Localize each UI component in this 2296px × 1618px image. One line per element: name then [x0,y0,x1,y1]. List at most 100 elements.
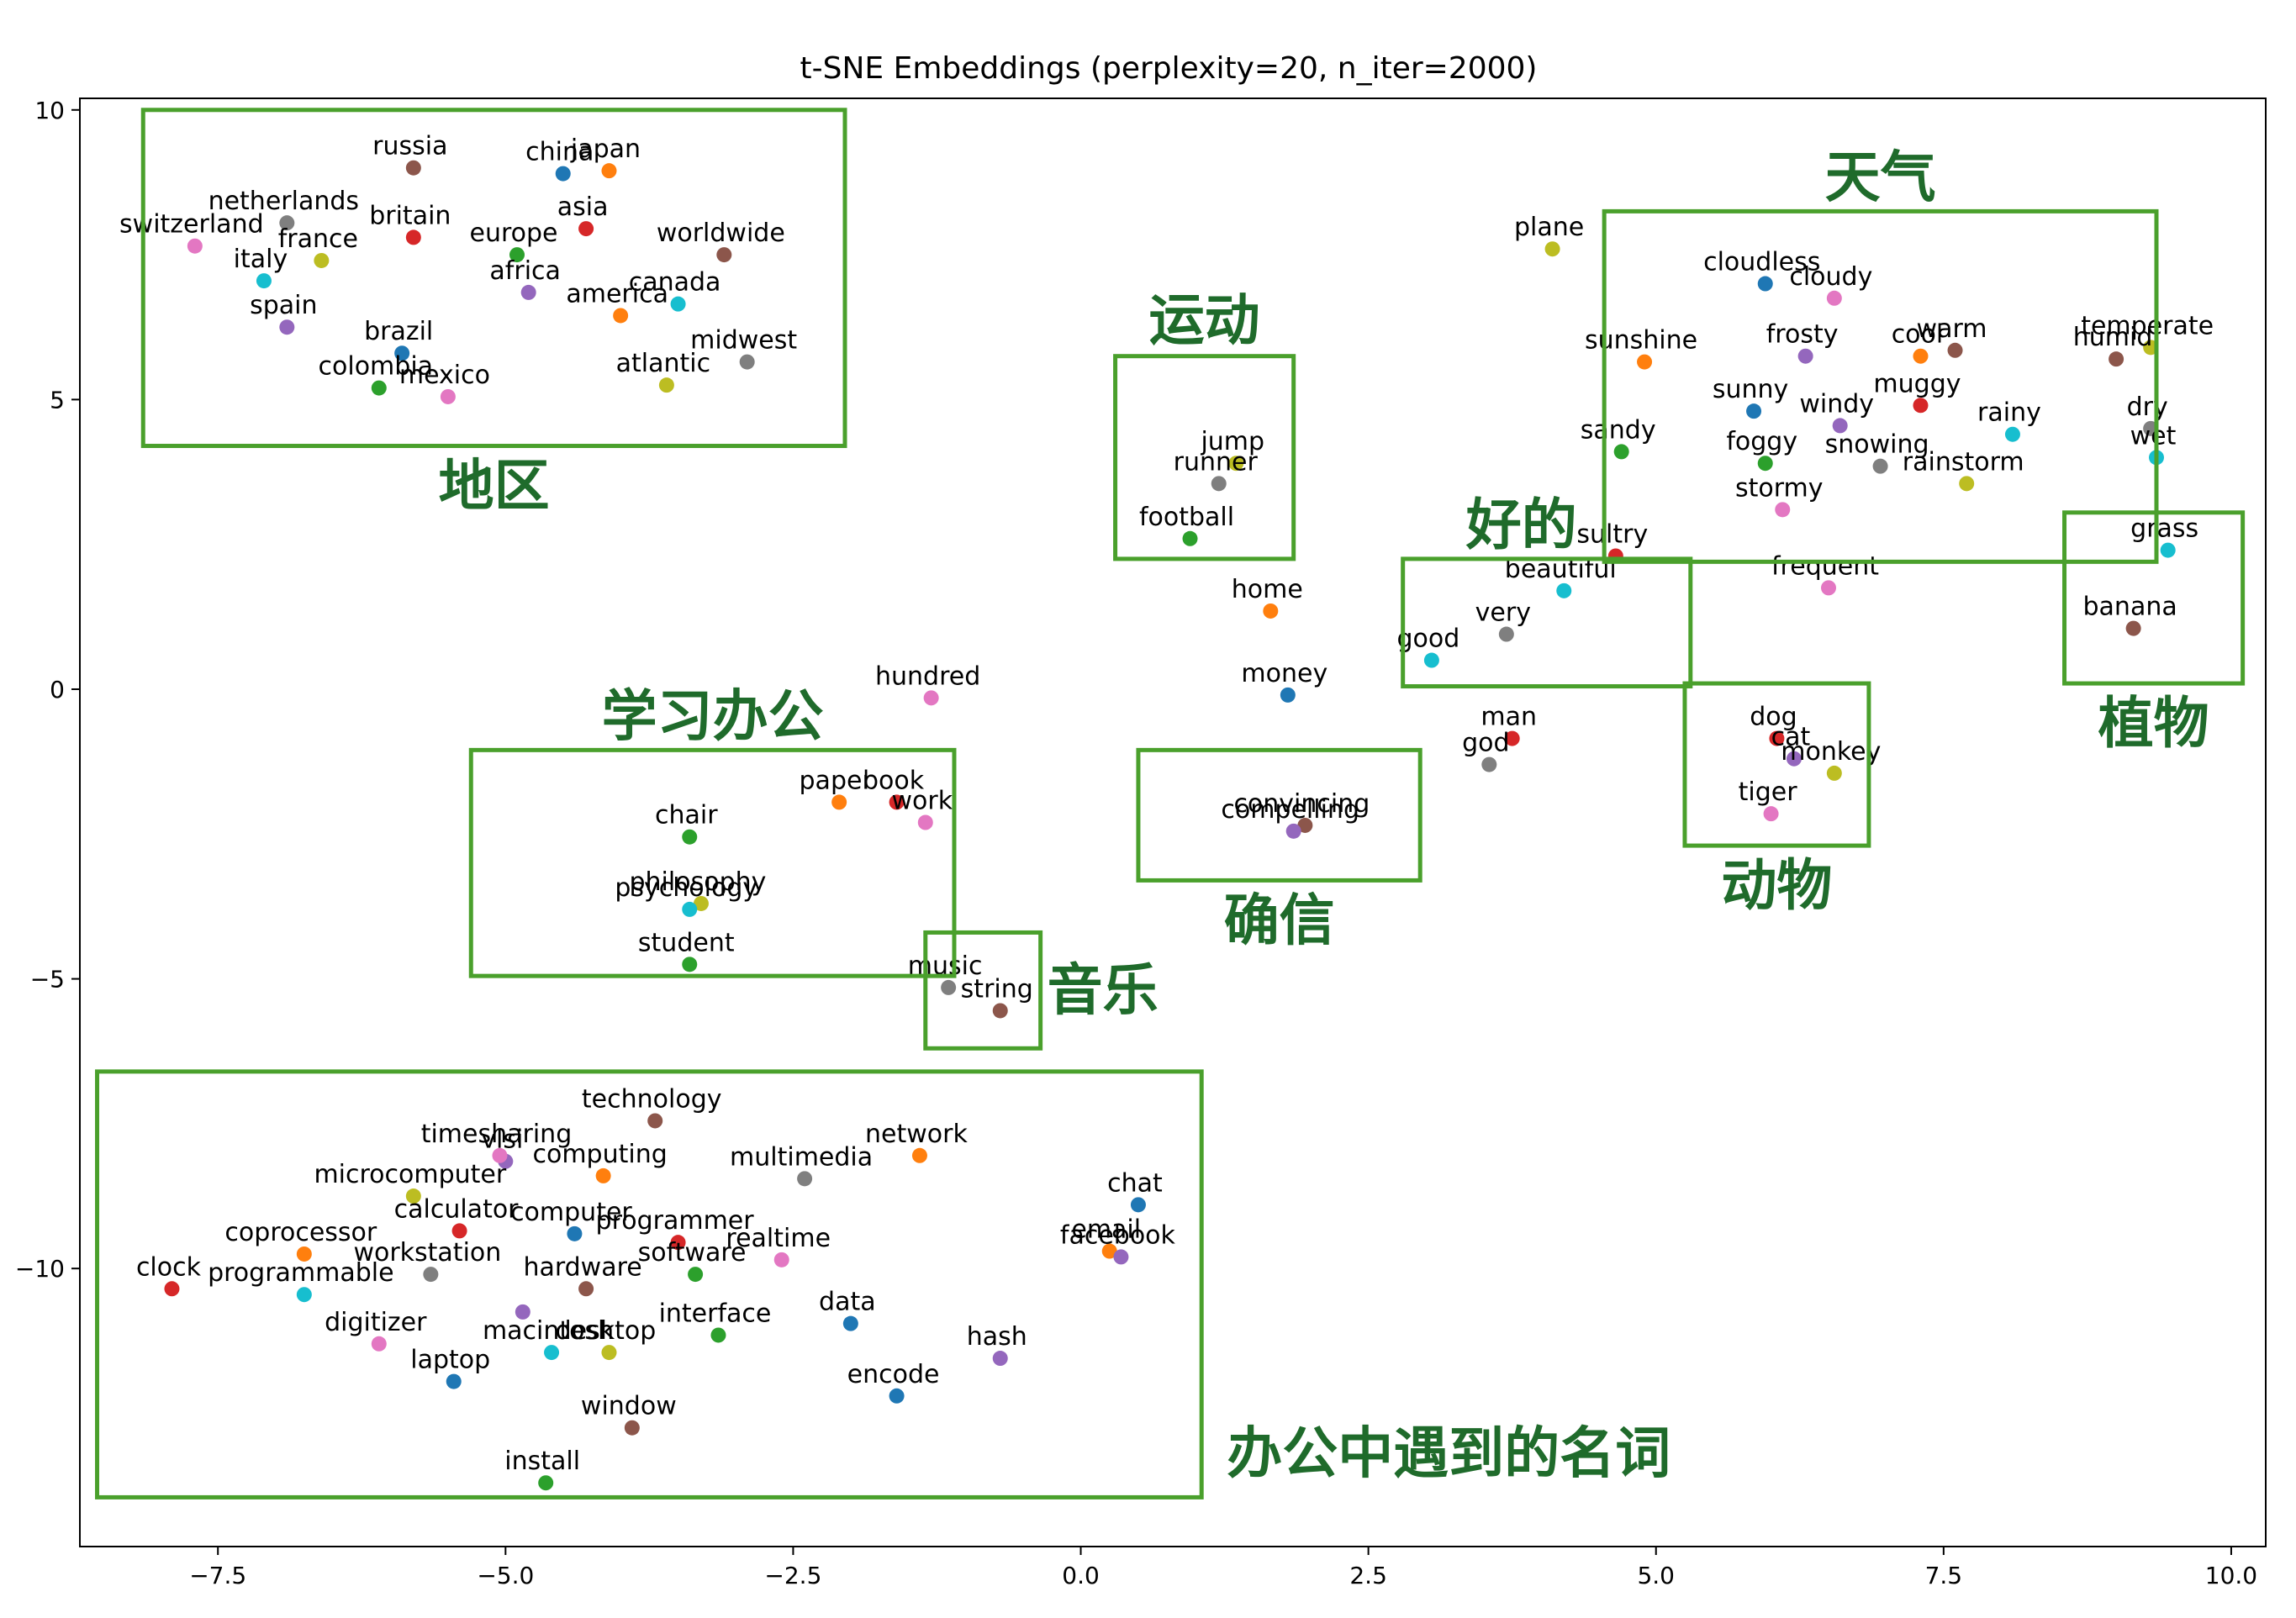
point-label-sandy: sandy [1581,415,1656,445]
point-label-spain: spain [250,291,317,320]
point-label-dog: dog [1750,703,1797,732]
point-music [941,979,957,995]
point-very [1498,626,1514,642]
x-tick-label: 0.0 [1062,1562,1100,1589]
point-label-plane: plane [1514,213,1584,242]
point-colombia [371,380,387,396]
point-dog [1769,730,1785,746]
point-label-atlantic: atlantic [616,349,710,378]
group-box [1682,681,1871,848]
group-box [1602,208,2159,564]
point-tiger [1763,806,1779,822]
point-facebook [1113,1249,1129,1265]
x-tick-label: −5.0 [477,1562,534,1589]
point-network [911,1147,927,1163]
point-label-banana: banana [2083,593,2177,622]
point-label-programmable: programmable [208,1258,394,1288]
point-label-cool: cool [1892,320,1944,350]
point-label-convincing: convincing [1233,789,1370,819]
point-label-realtime: realtime [726,1224,831,1253]
point-label-midwest: midwest [690,326,797,356]
point-label-canada: canada [629,268,721,298]
point-install [538,1475,554,1491]
point-rainy [2004,426,2020,442]
point-cat [1786,751,1802,767]
point-home [1263,603,1279,619]
x-tick-label: −2.5 [764,1562,821,1589]
point-midwest [739,354,755,370]
point-label-psychology: psychology [615,873,757,903]
group-annotation: 确信 [1224,888,1335,952]
point-interface [710,1327,726,1343]
point-label-jump: jump [1200,427,1264,456]
point-label-window: window [581,1392,677,1421]
group-annotation: 天气 [1825,145,1936,209]
point-plane [1544,241,1560,257]
point-label-wet: wet [2130,421,2177,451]
point-label-very: very [1475,598,1531,628]
point-label-paper: paper [800,766,874,795]
point-psychology [682,901,698,917]
point-label-clock: clock [136,1252,202,1282]
point-label-muggy: muggy [1873,369,1961,398]
group-box [923,930,1043,1051]
point-label-france: france [278,224,358,254]
group-annotation: 植物 [2098,691,2209,756]
point-label-email: email [1071,1215,1141,1245]
point-label-cloudless: cloudless [1703,248,1820,277]
point-label-africa: africa [489,256,561,286]
point-technology [647,1113,663,1129]
point-cool [1913,348,1929,364]
point-humid [2109,351,2124,367]
point-label-brazil: brazil [364,317,433,346]
point-label-hundred: hundred [875,661,980,691]
point-hardware [578,1281,594,1297]
point-software [688,1267,704,1283]
point-label-digitizer: digitizer [325,1308,427,1337]
point-paper [831,794,847,810]
point-label-stormy: stormy [1735,473,1824,503]
point-timesharing [492,1147,508,1163]
group-annotation: 地区 [439,454,550,519]
point-warm [1947,342,1963,358]
point-grass [2160,542,2176,558]
group-annotation: 运动 [1149,288,1260,353]
point-football [1182,530,1198,546]
point-label-sunshine: sunshine [1585,326,1697,356]
point-label-snowing: snowing [1825,430,1929,460]
point-label-america: america [566,279,668,308]
point-label-install: install [504,1447,580,1476]
point-china [555,166,571,182]
point-label-cloudy: cloudy [1789,262,1872,292]
point-brazil [394,345,410,361]
point-label-sunny: sunny [1713,375,1788,404]
point-britain [405,229,421,245]
point-france [314,252,330,268]
point-label-money: money [1241,659,1327,688]
point-label-good: good [1396,625,1459,654]
point-label-book: book [863,766,925,795]
group-box [1401,556,1693,689]
point-laptop [446,1373,462,1389]
point-window [624,1420,640,1436]
point-convincing [1297,817,1313,833]
point-stormy [1775,502,1791,518]
point-canada [670,296,686,312]
point-hash [992,1351,1008,1367]
point-label-football: football [1139,503,1234,532]
point-rainstorm [1959,476,1975,492]
chart-title: t-SNE Embeddings (perplexity=20, n_iter=… [800,51,1538,86]
point-label-tiger: tiger [1739,777,1798,807]
point-beautiful [1556,582,1572,598]
y-tick-label: −5 [30,966,65,993]
point-label-network: network [865,1120,968,1149]
group-annotation: 音乐 [1048,957,1159,1022]
point-label-calculator: calculator [394,1194,520,1224]
point-label-italy: italy [234,245,288,274]
y-tick-label: 0 [50,676,65,704]
point-mexico [440,388,456,404]
point-data [842,1315,858,1331]
point-encode [889,1388,905,1404]
point-coprocessor [296,1246,312,1262]
